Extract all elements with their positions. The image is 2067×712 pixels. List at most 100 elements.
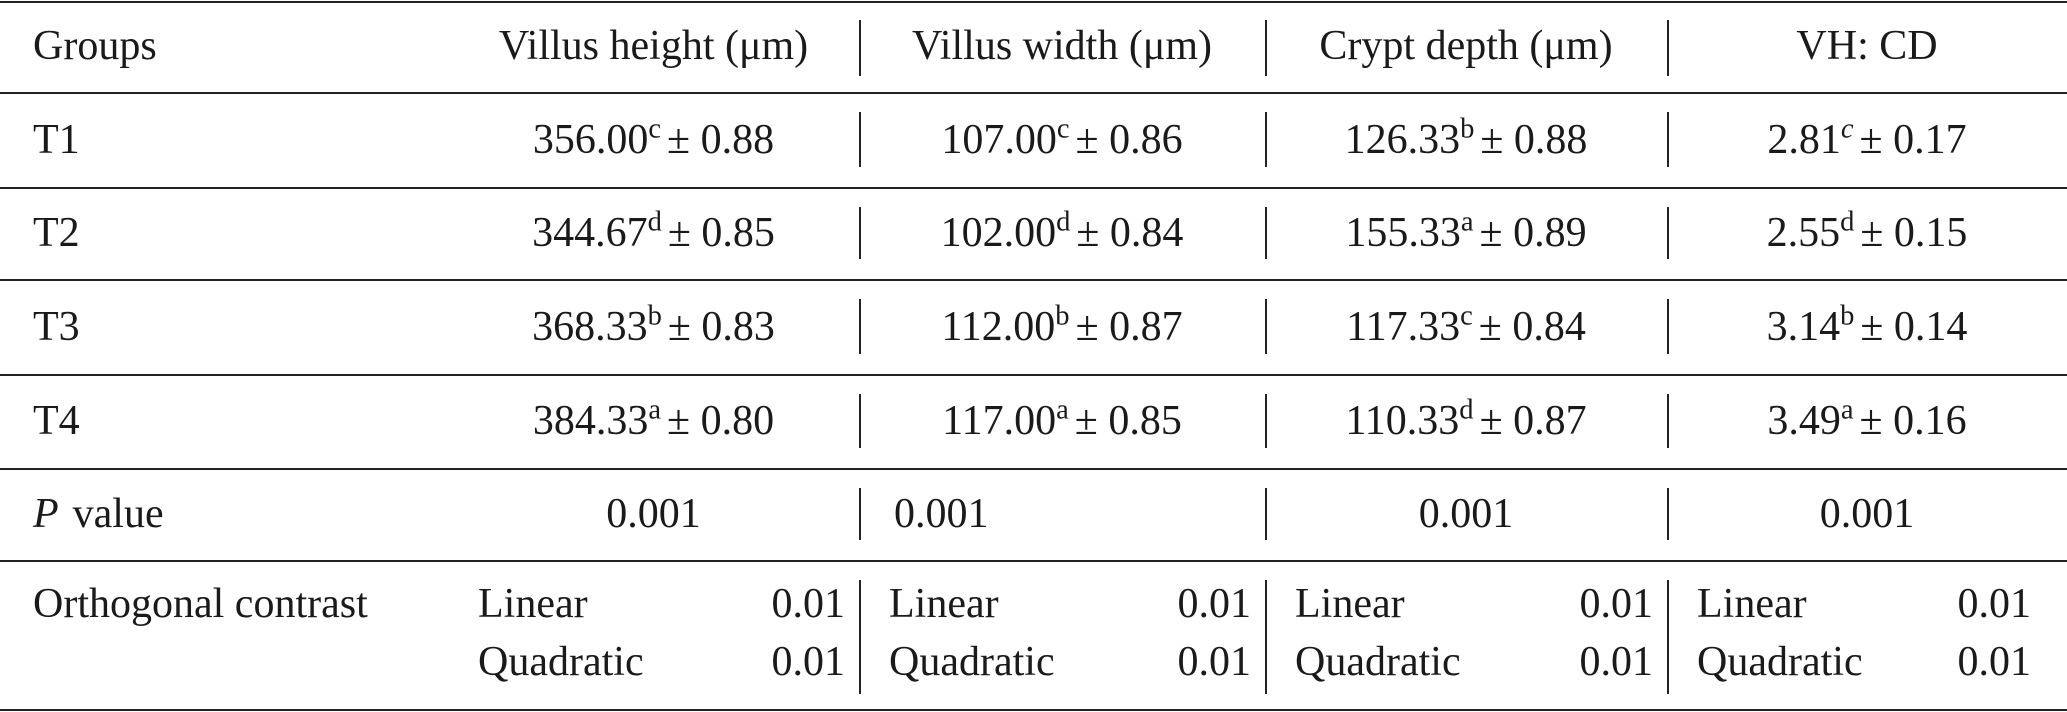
sd: ± 0.87 [1075, 303, 1183, 350]
rule [0, 279, 2067, 281]
significance-letter: a [1460, 206, 1474, 238]
mean: 2.81 [1767, 116, 1841, 163]
header-cell: Villus height (μm) [498, 23, 809, 69]
sd: ± 0.15 [1860, 210, 1968, 256]
contrast-value: 0.01 [1579, 581, 1654, 627]
significance-letter: b [1460, 112, 1475, 144]
significance-letter: d [1459, 394, 1474, 426]
contrast-value: 0.01 [1957, 639, 2032, 685]
data-cell: 356.00c ± 0.88 [448, 114, 859, 163]
p-value: 0.001 [894, 491, 989, 537]
mean: 117.00 [942, 398, 1057, 444]
column-separator [1667, 488, 1669, 540]
sd: ± 0.80 [667, 398, 775, 444]
p-value: 0.001 [1819, 491, 1915, 537]
data-cell: 384.33a ± 0.80 [448, 396, 859, 444]
contrast-value: 0.01 [1177, 581, 1252, 627]
column-separator [1265, 394, 1267, 448]
sd: ± 0.87 [1479, 398, 1587, 444]
contrast-term: Linear [478, 581, 588, 627]
mean: 368.33 [532, 303, 648, 350]
sd: ± 0.14 [1860, 303, 1968, 350]
column-separator [1265, 20, 1267, 76]
column-separator [1265, 299, 1267, 354]
data-cell: 2.81c ± 0.17 [1667, 114, 2067, 163]
significance-letter: a [1056, 394, 1069, 426]
contrast-value: 0.01 [1177, 639, 1252, 685]
significance-letter: c [1460, 299, 1473, 331]
sd: ± 0.84 [1076, 210, 1184, 256]
significance-letter: b [647, 299, 662, 331]
column-separator [859, 20, 861, 76]
column-separator [859, 112, 861, 167]
significance-letter: d [1056, 206, 1071, 238]
contrast-term: Quadratic [1697, 639, 1863, 685]
data-cell: 117.33c ± 0.84 [1265, 301, 1667, 350]
contrast-value: 0.01 [1579, 639, 1654, 685]
rule [0, 374, 2067, 376]
data-cell: 117.00a ± 0.85 [859, 396, 1265, 444]
column-separator [859, 488, 861, 540]
data-cell: 3.49a ± 0.16 [1667, 396, 2067, 444]
contrast-term: Linear [889, 581, 999, 627]
contrast-term: Quadratic [1295, 639, 1461, 685]
column-separator [1265, 488, 1267, 540]
column-separator [1265, 112, 1267, 167]
data-cell: 102.00d ± 0.84 [859, 208, 1265, 256]
significance-letter: c [1840, 112, 1854, 144]
mean: 117.33 [1346, 303, 1461, 350]
sd: ± 0.85 [1074, 398, 1182, 444]
mean: 155.33 [1345, 210, 1461, 256]
contrast-term: Quadratic [478, 639, 644, 685]
rule [0, 560, 2067, 562]
contrast-label: Orthogonal contrast [33, 581, 368, 627]
group-label: T4 [33, 398, 80, 444]
sd: ± 0.86 [1075, 116, 1183, 163]
data-cell: 107.00c ± 0.86 [859, 114, 1265, 163]
mean: 110.33 [1345, 398, 1460, 444]
column-separator [859, 299, 861, 354]
group-label: T2 [33, 210, 80, 256]
mean: 107.00 [941, 116, 1057, 163]
contrast-value: 0.01 [771, 581, 846, 627]
sd: ± 0.16 [1859, 398, 1967, 444]
mean: 356.00 [532, 116, 649, 163]
data-cell: 2.55d ± 0.15 [1667, 208, 2067, 256]
mean: 102.00 [940, 210, 1057, 256]
column-separator [859, 207, 861, 259]
significance-letter: c [648, 112, 662, 144]
data-cell: 126.33b ± 0.88 [1265, 114, 1667, 160]
column-separator [1667, 580, 1669, 694]
header-cell: Groups [33, 23, 157, 69]
column-separator [859, 394, 861, 448]
column-separator [1667, 394, 1669, 448]
contrast-term: Linear [1295, 581, 1405, 627]
column-separator [859, 580, 861, 694]
rule [0, 1, 2067, 3]
significance-letter: d [1840, 206, 1855, 238]
p-label: value [72, 491, 164, 537]
header-cell: Villus width (μm) [912, 23, 1212, 69]
mean: 384.33 [532, 398, 649, 444]
group-label: T1 [33, 116, 80, 163]
rule [0, 468, 2067, 470]
sd: ± 0.88 [667, 116, 775, 163]
column-separator [1265, 207, 1267, 259]
column-separator [1667, 299, 1669, 354]
sd: ± 0.84 [1478, 303, 1586, 350]
mean: 112.00 [941, 303, 1056, 350]
mean: 3.14 [1766, 303, 1841, 350]
rule [0, 709, 2067, 711]
column-separator [1667, 112, 1669, 167]
significance-letter: d [647, 206, 662, 238]
data-cell: 112.00b ± 0.87 [859, 301, 1265, 350]
contrast-value: 0.01 [1957, 581, 2032, 627]
p-value: 0.001 [606, 491, 701, 537]
significance-letter: a [648, 394, 662, 426]
header-cell: VH: CD [1796, 23, 1938, 69]
data-cell: 368.33b ± 0.83 [448, 301, 859, 350]
sd: ± 0.83 [667, 303, 775, 350]
rule [0, 92, 2067, 94]
